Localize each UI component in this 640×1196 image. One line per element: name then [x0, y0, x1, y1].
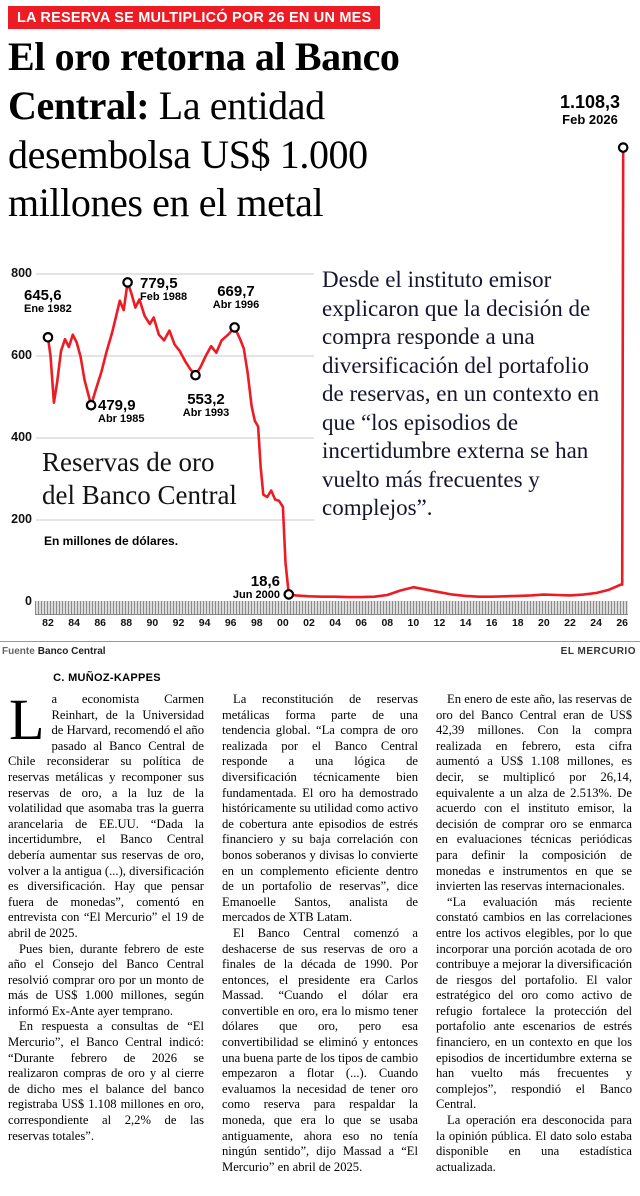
paragraph: La operación era desconocida para la opi…	[436, 1113, 632, 1174]
annotation-ene-1982: 645,6 Ene 1982	[24, 287, 72, 315]
annotation-feb-2026: 1.108,3 Feb 2026	[559, 92, 621, 127]
paragraph: En respuesta a consultas de “El Mercurio…	[8, 1019, 204, 1143]
pull-quote: Desde el instituto emisor explicaron que…	[322, 267, 600, 520]
data-point-dot	[42, 331, 54, 343]
paragraph: La reconstitución de reservas metálicas …	[222, 692, 418, 925]
x-tick-label: 88	[120, 617, 133, 629]
annotation-jun-2000: 18,6 Jun 2000	[232, 573, 280, 601]
headline-lead: El oro retorna al Banco Central:	[8, 34, 400, 128]
x-tick-label: 90	[146, 617, 159, 629]
data-point-dot	[85, 399, 97, 411]
x-tick-label: 00	[277, 617, 289, 629]
x-axis: 82 84 86 88 90 92 94 96 98 00 02 04 06 08 10 12 14 16 18 20…	[0, 617, 640, 631]
x-tick-label: 02	[303, 617, 315, 629]
x-tick-label: 26	[616, 617, 629, 629]
annotation-abr-1985: 479,9 Abr 1985	[98, 397, 145, 425]
headline: El oro retorna al Banco Central: La enti…	[8, 33, 502, 228]
source-label: Fuente	[2, 646, 35, 657]
x-tick-label: 06	[355, 617, 368, 629]
x-tick-label: 16	[485, 617, 498, 629]
y-tick-label: 800	[11, 266, 32, 280]
x-tick-label: 20	[538, 617, 550, 629]
article-column-3: En enero de este año, las reservas de or…	[436, 692, 632, 1196]
x-tick-label: 84	[68, 617, 80, 629]
x-axis-ruler	[35, 601, 628, 615]
chart-title: Reservas de oro del Banco Central	[42, 446, 237, 512]
source-value: Banco Central	[37, 646, 106, 657]
x-tick-label: 04	[329, 617, 341, 629]
chart-title-line-2: del Banco Central	[42, 480, 237, 510]
annotation-abr-1993: 553,2 Abr 1993	[182, 391, 230, 419]
kicker: LA RESERVA SE MULTIPLICÓ POR 26 EN UN ME…	[8, 6, 381, 29]
article-column-2: La reconstitución de reservas metálicas …	[222, 692, 418, 1196]
annotation-abr-1996: 669,7 Abr 1996	[212, 283, 260, 311]
x-tick-label: 98	[250, 617, 263, 629]
x-tick-label: 94	[198, 617, 211, 629]
x-tick-label: 12	[433, 617, 446, 629]
data-point-dot	[190, 369, 201, 381]
data-point-dot	[617, 142, 629, 153]
x-tick-label: 14	[459, 617, 472, 629]
x-tick-label: 18	[511, 617, 524, 629]
x-tick-label: 96	[224, 617, 237, 629]
y-tick-label: 0	[25, 594, 32, 608]
paragraph: La economista Carmen Reinhart, de la Uni…	[8, 692, 204, 940]
paragraph: En enero de este año, las reservas de or…	[436, 692, 632, 894]
data-point-dot	[229, 322, 240, 333]
byline: C. MUÑOZ-KAPPES	[53, 672, 161, 684]
x-tick-label: 92	[172, 617, 185, 629]
paragraph: Pues bien, durante febrero de este año e…	[8, 941, 204, 1018]
data-point-dot	[122, 277, 133, 288]
x-tick-label: 10	[407, 617, 420, 629]
article-column-1: La economista Carmen Reinhart, de la Uni…	[8, 692, 204, 1196]
data-point-dot	[283, 589, 295, 600]
publication-credit: EL MERCURIO	[560, 646, 636, 657]
source-row: Fuente Banco Central EL MERCURIO	[0, 641, 640, 657]
annotation-feb-1988: 779,5 Feb 1988	[140, 275, 188, 303]
x-tick-label: 24	[590, 617, 602, 629]
x-tick-label: 82	[42, 617, 54, 629]
chart-title-line-1: Reservas de oro	[42, 447, 215, 477]
x-tick-label: 22	[564, 617, 576, 629]
chart-source: Fuente Banco Central	[0, 646, 106, 657]
paragraph: “La evaluación más reciente constató cam…	[436, 894, 632, 1112]
y-tick-label: 200	[11, 512, 32, 526]
y-axis: 800 600 400 200 0	[2, 0, 32, 660]
y-tick-label: 600	[11, 348, 32, 362]
article-columns: La economista Carmen Reinhart, de la Uni…	[8, 692, 632, 1196]
y-tick-label: 400	[11, 430, 32, 444]
x-tick-label: 08	[381, 617, 394, 629]
chart-unit-note: En millones de dólares.	[44, 534, 179, 548]
paragraph: El Banco Central comenzó a deshacerse de…	[222, 925, 418, 1174]
x-tick-label: 86	[94, 617, 107, 629]
